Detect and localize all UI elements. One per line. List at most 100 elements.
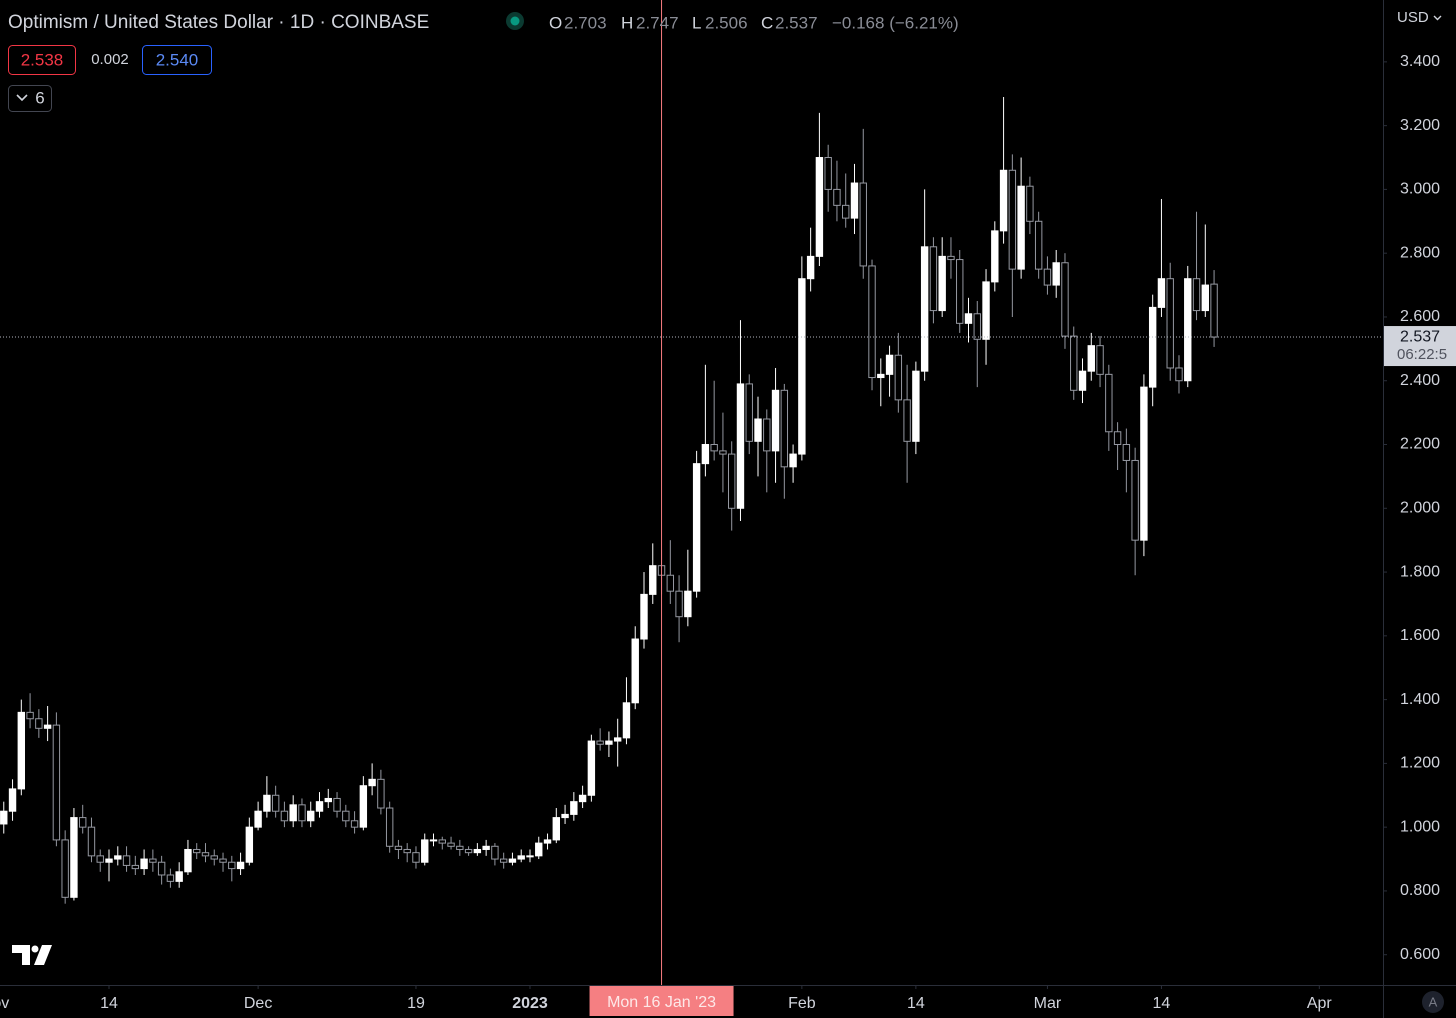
candle-body: [964, 313, 973, 324]
candle: [8, 779, 17, 821]
candle-body: [842, 204, 850, 219]
candle: [1105, 364, 1113, 451]
candle: [96, 849, 104, 872]
high-value: 2.747: [636, 13, 679, 32]
candle: [43, 705, 52, 742]
candle-body: [543, 839, 552, 844]
candle-body: [1210, 283, 1218, 338]
candle-body: [421, 839, 429, 863]
candle: [1026, 176, 1034, 235]
candle-body: [868, 265, 876, 379]
candle: [1061, 253, 1069, 349]
y-tick-label: 3.400: [1400, 53, 1440, 70]
candle-body: [517, 855, 525, 860]
candle-body: [43, 724, 52, 729]
candle: [105, 849, 113, 882]
candle: [622, 677, 631, 745]
candle-body: [1113, 431, 1122, 446]
y-tick-label: 3.000: [1400, 181, 1440, 198]
candle: [377, 769, 385, 815]
candle: [17, 699, 26, 796]
candle-body: [728, 453, 736, 509]
candle: [324, 788, 332, 809]
candle-body: [1008, 169, 1017, 270]
candle-body: [280, 810, 289, 822]
buy-button[interactable]: 2.540: [142, 45, 212, 75]
buy-box: [142, 45, 212, 75]
candle-body: [87, 826, 96, 857]
candle-body: [710, 444, 718, 452]
candle: [605, 731, 613, 758]
open-label: O: [549, 13, 562, 32]
candle: [166, 868, 175, 888]
candle: [920, 189, 929, 381]
candle-body: [193, 848, 201, 854]
candle: [482, 839, 490, 856]
sell-box: [8, 45, 76, 75]
candle: [1008, 154, 1017, 317]
axes: 0.600 0.800 1.000 1.200 1.400 1.600 1.800 2.000…: [0, 53, 1440, 1012]
candle-body: [719, 450, 727, 455]
candle-body: [885, 354, 894, 375]
candle-body: [999, 169, 1008, 232]
candle: [666, 540, 675, 604]
candle: [596, 728, 604, 751]
candle: [806, 227, 815, 292]
candle: [754, 396, 762, 477]
candle-body: [640, 593, 648, 640]
candle-body: [973, 313, 981, 340]
candle: [938, 237, 946, 317]
candle: [587, 734, 596, 802]
candle: [1034, 211, 1043, 279]
candle-body: [1192, 278, 1201, 312]
candle-body: [1052, 262, 1060, 286]
candle: [122, 846, 131, 872]
candle: [1043, 256, 1052, 295]
candle-body: [570, 801, 578, 815]
candle-body: [736, 383, 745, 509]
candle-body: [307, 810, 315, 822]
crosshair-label-box: [589, 986, 734, 1016]
chevron: [16, 94, 28, 102]
candle-body: [692, 463, 701, 592]
candle: [745, 374, 753, 455]
candle-body: [219, 858, 227, 863]
auto-scale-button[interactable]: A: [1422, 991, 1444, 1013]
chart-title: Optimism / United States Dollar · 1D · C…: [8, 12, 429, 33]
candle: [964, 297, 973, 343]
candle: [131, 855, 140, 875]
candle-body: [912, 370, 920, 442]
candle: [359, 776, 368, 831]
candle: [1201, 224, 1209, 317]
candle-body: [35, 718, 43, 729]
y-tick-label: 2.200: [1400, 436, 1440, 453]
candle-body: [245, 826, 254, 863]
candle: [280, 801, 289, 828]
currency-selector[interactable]: USD: [1397, 9, 1442, 26]
sell-button[interactable]: 2.538: [8, 45, 76, 75]
candle: [1131, 447, 1139, 576]
candle-body: [385, 807, 394, 847]
candle: [999, 96, 1008, 244]
candle: [289, 795, 297, 828]
indicators-toggle[interactable]: 6: [8, 85, 52, 112]
candle: [850, 163, 859, 235]
open-value: 2.703: [564, 13, 607, 32]
candle-body: [561, 813, 569, 819]
crosshair-label: Mon 16 Jan '23: [607, 994, 716, 1011]
candle: [570, 792, 578, 821]
candle: [0, 801, 8, 834]
candle: [1166, 262, 1174, 381]
candle-body: [1034, 220, 1043, 270]
candle-body: [1166, 278, 1174, 369]
candle-body: [587, 740, 596, 796]
candle: [1140, 374, 1148, 557]
candle-body: [70, 817, 78, 898]
candle: [52, 712, 61, 847]
candle-body: [798, 278, 806, 455]
candle: [70, 808, 78, 901]
candle: [193, 843, 201, 860]
candle: [728, 441, 736, 531]
